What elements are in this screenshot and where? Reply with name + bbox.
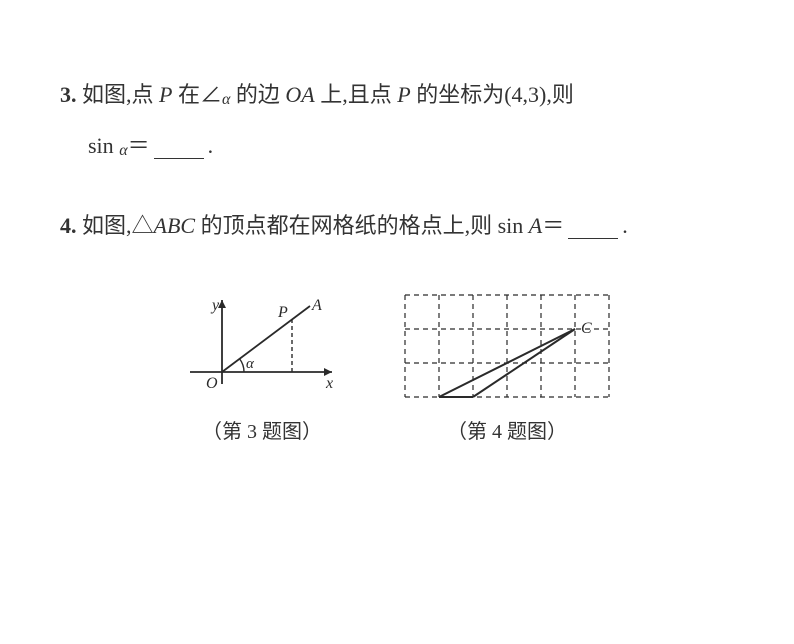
problem-4: 4. 如图,△ABC 的顶点都在网格纸的格点上,则 sin A＝. — [60, 201, 734, 252]
equals: ＝ — [128, 133, 150, 158]
angle-symbol: ∠ — [200, 82, 222, 107]
svg-text:P: P — [277, 304, 288, 321]
figure-3-svg: y x O P Aα — [182, 292, 342, 402]
equals: ＝ — [542, 213, 564, 238]
answer-blank — [154, 136, 204, 159]
period: . — [208, 133, 214, 158]
var-alpha: α — [119, 142, 127, 159]
answer-blank — [568, 216, 618, 239]
figure-4: ABC （第 4 题图） — [402, 292, 612, 444]
var-A: A — [529, 213, 542, 238]
problem-number: 4. — [60, 213, 77, 238]
var-OA: OA — [285, 82, 314, 107]
var-P: P — [397, 82, 410, 107]
period: . — [622, 213, 628, 238]
svg-text:C: C — [581, 320, 592, 337]
problem-number: 3. — [60, 82, 77, 107]
svg-text:O: O — [206, 375, 218, 392]
svg-text:x: x — [325, 375, 333, 392]
text: 如图, — [77, 213, 132, 238]
svg-text:A: A — [311, 297, 322, 314]
var-ABC: ABC — [154, 213, 196, 238]
text: 的顶点都在网格纸的格点上,则 sin — [195, 213, 529, 238]
text: 在 — [172, 82, 200, 107]
figure-4-svg: ABC — [402, 292, 612, 402]
svg-text:y: y — [210, 297, 220, 314]
text: 上,且点 — [315, 82, 398, 107]
text: sin — [88, 133, 119, 158]
var-P: P — [159, 82, 172, 107]
text: 的边 — [230, 82, 285, 107]
figures-row: y x O P Aα （第 3 题图） ABC （第 4 题图） — [60, 292, 734, 444]
problem-3: 3. 如图,点 P 在∠ α 的边 OA 上,且点 P 的坐标为(4,3),则 s… — [60, 70, 734, 171]
text: 如图,点 — [77, 82, 160, 107]
figure-4-caption: （第 4 题图） — [402, 415, 612, 444]
figure-3-caption: （第 3 题图） — [182, 415, 342, 444]
triangle-symbol: △ — [132, 213, 154, 238]
text: 的坐标为(4,3),则 — [411, 82, 574, 107]
svg-text:α: α — [246, 356, 255, 372]
figure-3: y x O P Aα （第 3 题图） — [182, 292, 342, 444]
